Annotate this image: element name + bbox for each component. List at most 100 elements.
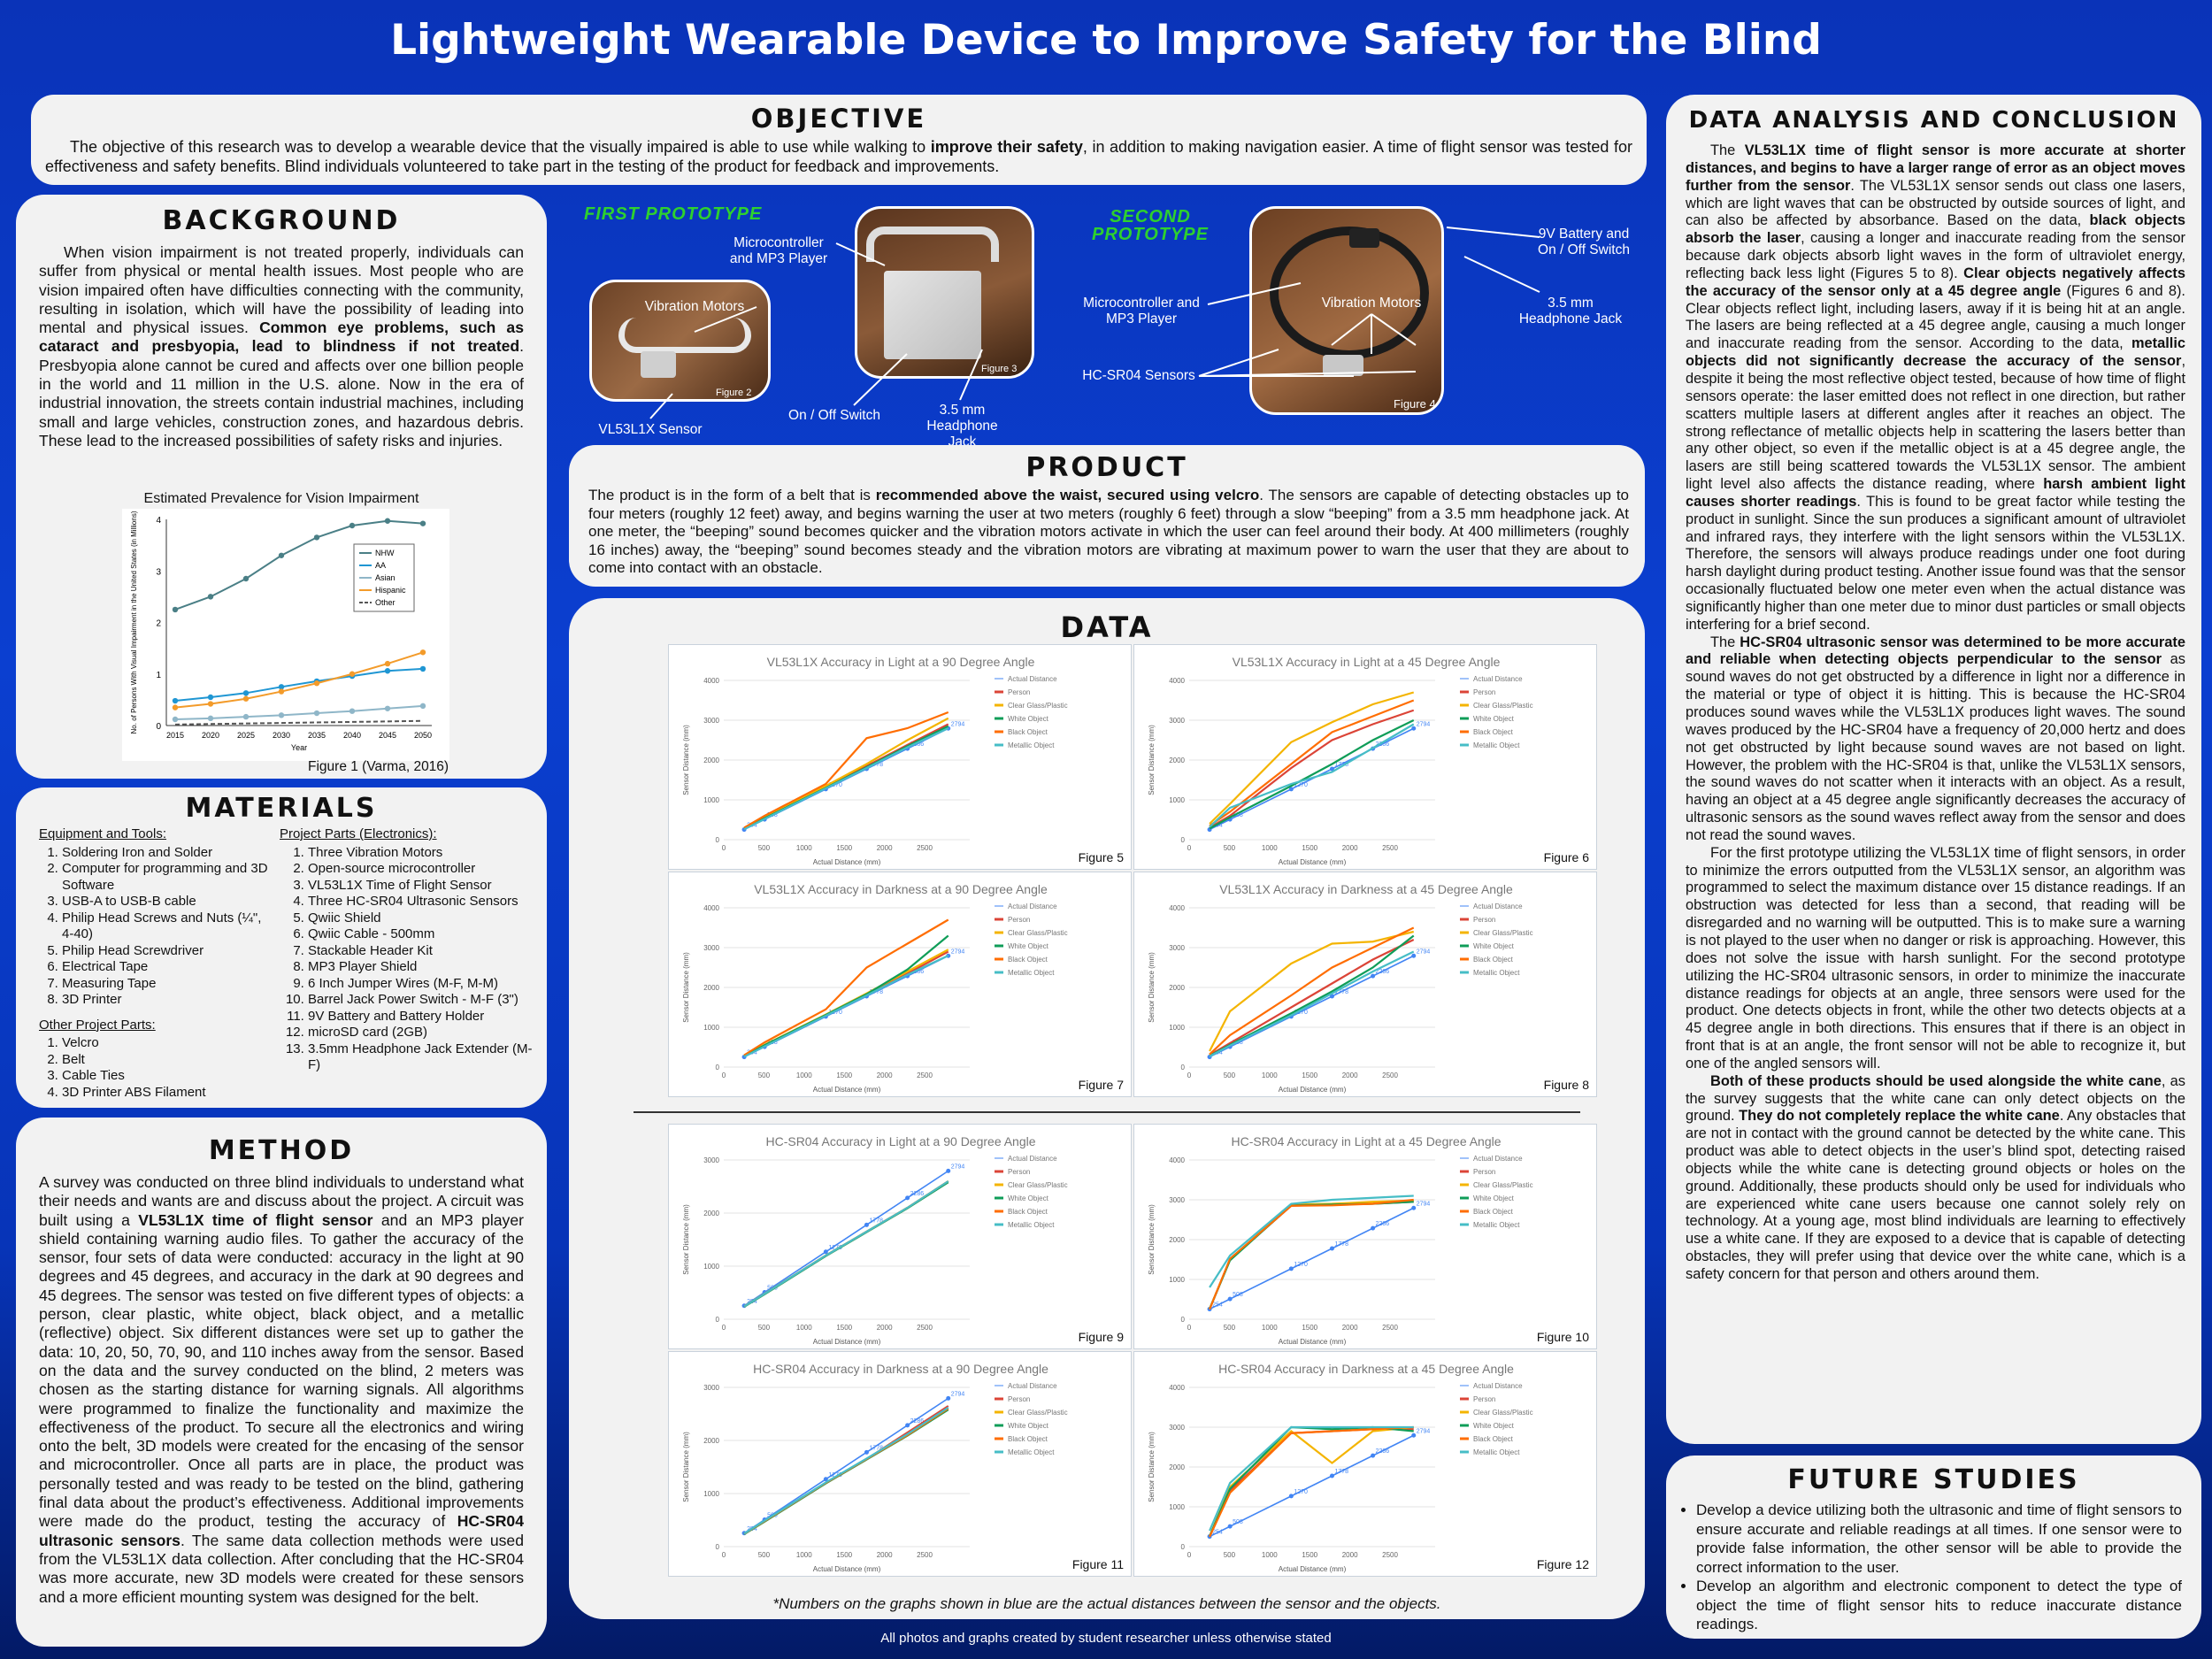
legend-label: Actual Distance	[1008, 1382, 1057, 1390]
data-point	[1371, 1225, 1376, 1231]
x-axis-label: Actual Distance (mm)	[1279, 1565, 1347, 1573]
data-label: 1270	[1294, 1010, 1308, 1016]
x-tick-label: 500	[758, 1551, 771, 1559]
analysis-heading: DATA ANALYSIS AND CONCLUSION	[1688, 107, 2179, 134]
x-tick-label: 2015	[166, 731, 184, 740]
method-text: A survey was conducted on three blind in…	[39, 1173, 524, 1606]
legend-label: Black Object	[1473, 728, 1514, 736]
legend-label: Metallic Object	[1473, 1448, 1520, 1456]
data-point	[1329, 1246, 1334, 1251]
electronics-item: VL53L1X Time of Flight Sensor	[308, 878, 536, 895]
chart-title: VL53L1X Accuracy in Darkness at a 45 Deg…	[1219, 882, 1513, 896]
label-vibration-motors: Vibration Motors	[644, 299, 745, 314]
x-tick-label: 2500	[917, 1071, 933, 1079]
y-tick-label: 1000	[1169, 1276, 1185, 1284]
y-tick-label: 4000	[1169, 1156, 1185, 1164]
series-line	[743, 918, 949, 1056]
legend-label: White Object	[1473, 715, 1515, 723]
data-point	[172, 697, 179, 704]
data-label: 254	[1212, 1530, 1223, 1536]
x-axis-label: Actual Distance (mm)	[813, 1565, 881, 1573]
y-tick-label: 2000	[1169, 1463, 1185, 1471]
y-tick-label: 0	[1181, 1543, 1186, 1551]
x-tick-label: 2040	[343, 731, 361, 740]
data-point	[946, 1168, 951, 1173]
y-tick-label: 0	[716, 1543, 720, 1551]
label-microcontroller-2: Microcontroller and MP3 Player	[1083, 296, 1200, 326]
x-tick-label: 0	[1187, 1071, 1192, 1079]
y-tick-label: 3000	[703, 1384, 719, 1392]
data-label: 2794	[951, 721, 965, 727]
data-point	[823, 1477, 828, 1482]
equipment-item: Electrical Tape	[62, 959, 273, 976]
x-tick-label: 1000	[1262, 1551, 1278, 1559]
materials-panel: MATERIALS Equipment and Tools: Soldering…	[16, 787, 547, 1108]
data-point	[1288, 1494, 1294, 1499]
future-studies-panel: FUTURE STUDIES Develop a device utilizin…	[1666, 1455, 2201, 1639]
data-label: 2286	[910, 969, 925, 975]
data-point	[1411, 726, 1417, 731]
data-label: 254	[1212, 823, 1223, 829]
x-tick-label: 2000	[877, 844, 893, 852]
legend-label: Metallic Object	[1008, 1448, 1055, 1456]
x-tick-label: 2050	[414, 731, 432, 740]
x-tick-label: 2500	[1382, 1324, 1398, 1332]
y-tick-label: 0	[716, 1316, 720, 1324]
y-tick-label: 0	[1181, 1064, 1186, 1071]
data-label: 1778	[1334, 1469, 1348, 1475]
figure12-chart: HC-SR04 Accuracy in Darkness at a 45 Deg…	[1133, 1351, 1597, 1577]
legend-label: Actual Distance	[1008, 675, 1057, 683]
data-point	[419, 520, 426, 526]
series-line	[743, 1180, 949, 1308]
x-tick-label: 2500	[1382, 1551, 1398, 1559]
equipment-item: Philip Head Screws and Nuts (¼", 4-40)	[62, 910, 273, 943]
series-line	[174, 704, 424, 721]
other-part-item: Velcro	[62, 1035, 273, 1052]
photo-figure2: Figure 2	[589, 280, 771, 402]
series-line	[1209, 950, 1415, 1057]
legend-label: Person	[1473, 688, 1495, 696]
y-tick-label: 2000	[703, 1437, 719, 1445]
y-tick-label: 2000	[703, 757, 719, 764]
y-axis-label: Sensor Distance (mm)	[1148, 952, 1156, 1023]
series-line	[743, 1406, 949, 1535]
x-tick-label: 2500	[917, 1551, 933, 1559]
x-tick-label: 1500	[836, 1071, 852, 1079]
equipment-item: Philip Head Screwdriver	[62, 943, 273, 960]
x-tick-label: 2000	[1342, 844, 1358, 852]
data-point	[278, 712, 285, 718]
chart-title: VL53L1X Accuracy in Darkness at a 90 Deg…	[754, 882, 1048, 896]
x-tick-label: 1500	[1302, 1071, 1317, 1079]
series-line	[1209, 1425, 1414, 1532]
data-point	[823, 1249, 828, 1255]
legend-label: Clear Glass/Plastic	[1008, 1181, 1068, 1189]
series-line	[743, 717, 949, 829]
series-line	[1209, 727, 1415, 831]
data-point	[172, 716, 179, 723]
legend-label: AA	[375, 561, 386, 570]
legend-label: Metallic Object	[1008, 741, 1055, 749]
electronics-item: Open-source microcontroller	[308, 861, 536, 878]
x-axis-label: Actual Distance (mm)	[1279, 1086, 1347, 1094]
x-tick-label: 1500	[836, 1324, 852, 1332]
data-point	[207, 701, 214, 707]
y-tick-label: 1	[156, 671, 161, 680]
y-tick-label: 4000	[703, 904, 719, 912]
y-axis-label: Sensor Distance (mm)	[682, 952, 690, 1023]
data-divider	[634, 1111, 1580, 1113]
data-point	[384, 705, 391, 711]
x-tick-label: 500	[1224, 844, 1236, 852]
equipment-list: Soldering Iron and SolderComputer for pr…	[39, 845, 273, 1009]
series-line	[1209, 1434, 1415, 1538]
data-point	[419, 665, 426, 672]
legend-label: White Object	[1008, 1422, 1049, 1430]
x-tick-label: 0	[722, 844, 726, 852]
data-point	[278, 552, 285, 558]
x-axis-label: Actual Distance (mm)	[813, 1338, 881, 1346]
data-point	[1227, 1296, 1233, 1302]
y-tick-label: 1000	[1169, 1024, 1185, 1032]
y-tick-label: 4000	[1169, 677, 1185, 685]
legend-label: Black Object	[1008, 728, 1048, 736]
other-part-item: Belt	[62, 1052, 273, 1069]
future-study-item: Develop a device utilizing both the ultr…	[1696, 1501, 2182, 1577]
